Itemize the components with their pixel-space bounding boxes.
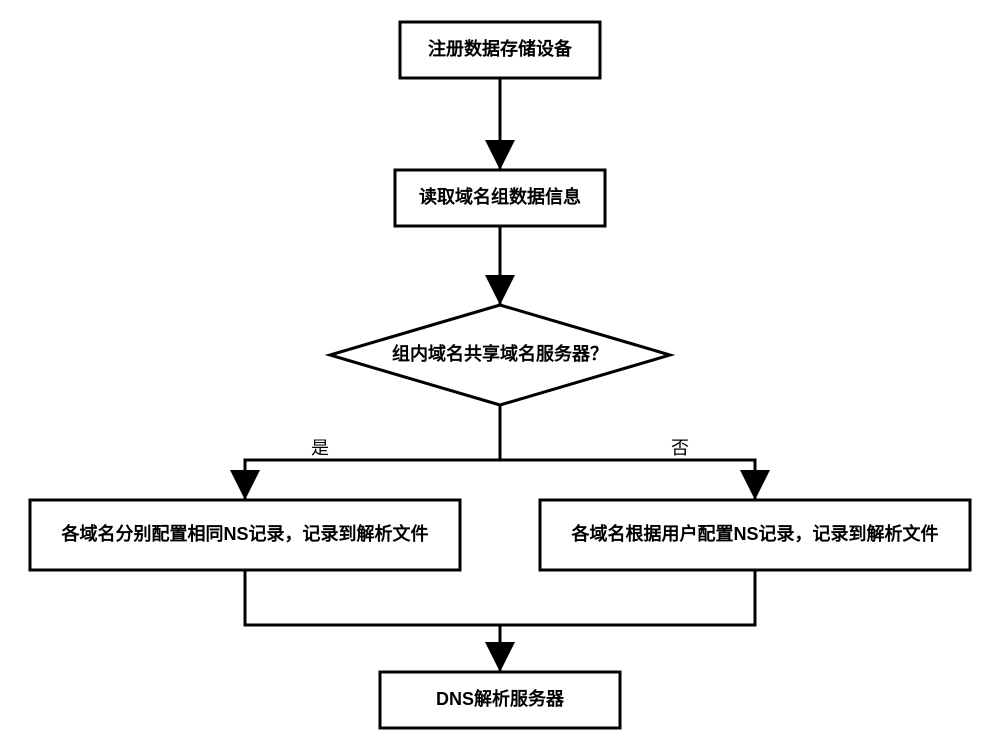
edge-n3-n5 xyxy=(500,405,755,500)
svg-text:组内域名共享域名服务器？: 组内域名共享域名服务器？ xyxy=(392,343,608,364)
branch-label-yes: 是 xyxy=(311,438,329,458)
branch-label-no: 否 xyxy=(671,438,689,458)
node-n1: 注册数据存储设备 xyxy=(400,22,600,78)
svg-text:各域名根据用户配置NS记录，记录到解析文件: 各域名根据用户配置NS记录，记录到解析文件 xyxy=(570,523,938,544)
svg-text:读取域名组数据信息: 读取域名组数据信息 xyxy=(419,186,581,207)
node-n5: 各域名根据用户配置NS记录，记录到解析文件 xyxy=(540,500,970,570)
node-n2: 读取域名组数据信息 xyxy=(395,170,605,226)
node-n6: DNS解析服务器 xyxy=(380,672,620,728)
node-n4: 各域名分别配置相同NS记录，记录到解析文件 xyxy=(30,500,460,570)
svg-text:DNS解析服务器: DNS解析服务器 xyxy=(436,688,565,709)
svg-text:各域名分别配置相同NS记录，记录到解析文件: 各域名分别配置相同NS记录，记录到解析文件 xyxy=(60,523,428,544)
flowchart-svg: 是 否 注册数据存储设备读取域名组数据信息组内域名共享域名服务器？ 各域名分别配置相同… xyxy=(0,0,1000,741)
node-n3: 组内域名共享域名服务器？ xyxy=(330,305,670,405)
edge-merge-h xyxy=(245,570,755,625)
edge-n3-n4 xyxy=(245,405,500,500)
svg-text:注册数据存储设备: 注册数据存储设备 xyxy=(428,38,573,59)
